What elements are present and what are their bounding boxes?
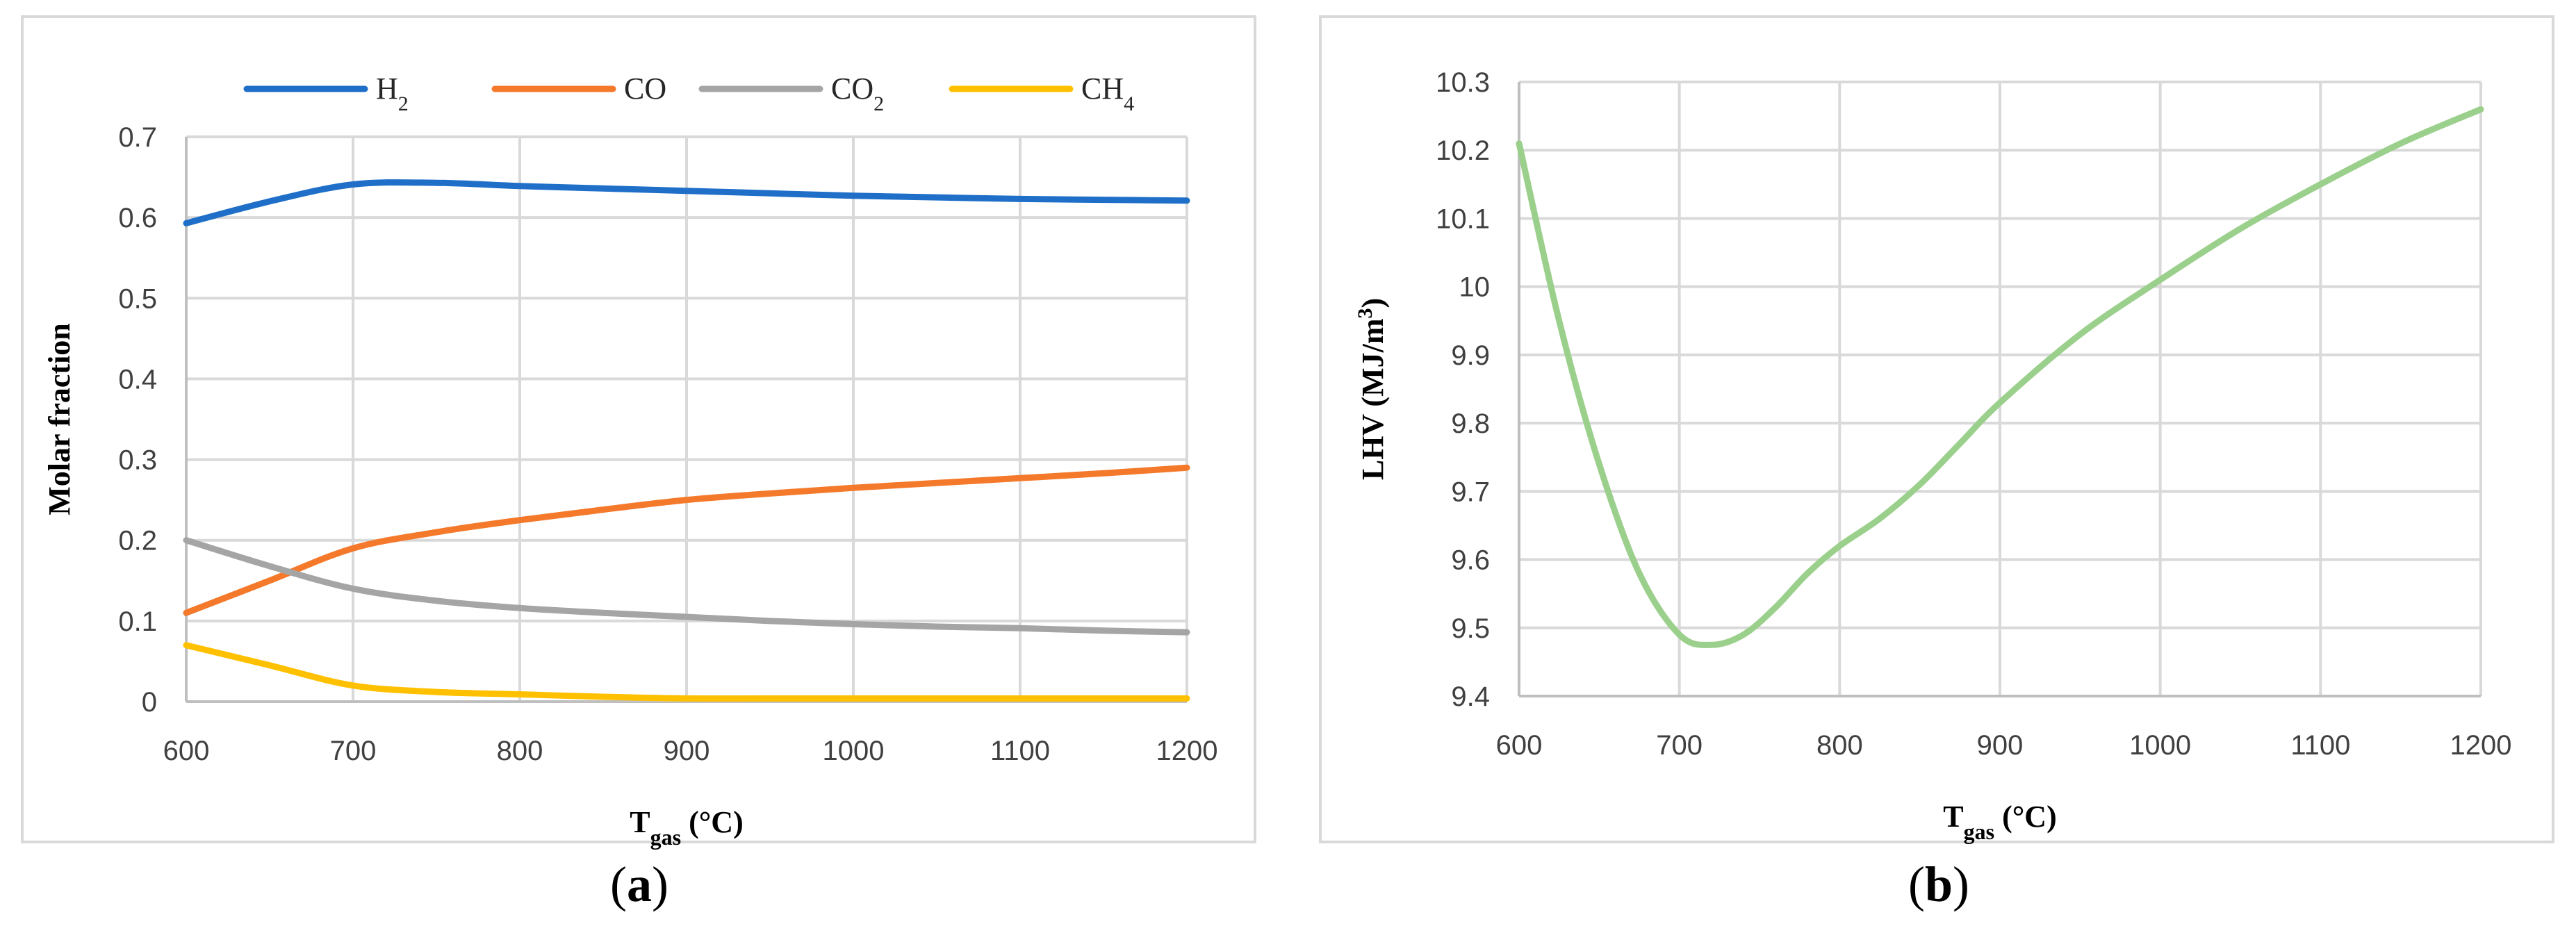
chart-a-series-h2-line	[183, 179, 1190, 226]
chart-a-legend-h2-label: H2	[376, 72, 409, 115]
chart-a-legend-co-label: CO	[624, 72, 666, 106]
chart-a-ytick-label: 0.3	[118, 445, 157, 476]
chart-b-series-lhv-line	[1516, 106, 2484, 648]
chart-a-series-ch4-line	[183, 642, 1190, 702]
chart-a-series-co2-line	[183, 537, 1190, 636]
chart-b-xtick-label: 900	[1977, 730, 2024, 761]
chart-b-x-axis-title: Tgas (°C)	[1943, 800, 2057, 844]
chart-a-legend-co2-label: CO2	[831, 72, 884, 115]
chart-b-ytick-label: 9.6	[1451, 545, 1490, 576]
chart-b-ytick-label: 10.1	[1436, 204, 1490, 234]
caption-b: (b)	[1908, 857, 1969, 912]
caption-b-letter: b	[1924, 857, 1953, 912]
chart-a-x-axis-title: Tgas (°C)	[630, 805, 744, 850]
chart-b-ytick-label: 9.4	[1451, 681, 1490, 712]
chart-b-xtick-label: 700	[1656, 730, 1703, 761]
chart-a-series-co-line	[183, 464, 1190, 616]
chart-b-ytick-label: 9.8	[1451, 408, 1490, 439]
chart-a-ytick-label: 0	[142, 687, 157, 718]
chart-a-xtick-label: 900	[664, 736, 710, 766]
caption-a: (a)	[610, 857, 668, 912]
chart-b-xtick-label: 800	[1816, 730, 1863, 761]
chart-a-xtick-label: 700	[330, 736, 377, 766]
chart-b-xtick-label: 1000	[2129, 730, 2191, 761]
chart-b-ytick-label: 9.9	[1451, 340, 1490, 371]
chart-a-xtick-label: 1000	[823, 736, 885, 766]
panel-a-frame	[21, 15, 1256, 843]
caption-a-letter: a	[627, 857, 652, 912]
chart-b-ytick-label: 10.2	[1436, 135, 1490, 166]
chart-b-y-axis-title: LHV (MJ/m3)	[1354, 298, 1390, 480]
chart-b-ytick-label: 10.3	[1436, 67, 1490, 98]
chart-a-ytick-label: 0.4	[118, 364, 157, 395]
chart-b-xtick-label: 600	[1496, 730, 1543, 761]
chart-b-xtick-label: 1100	[2290, 730, 2350, 761]
chart-a-ytick-label: 0.5	[118, 283, 157, 314]
panel-b-frame	[1319, 15, 2554, 843]
chart-a-xtick-label: 600	[163, 736, 210, 766]
chart-a-xtick-label: 800	[497, 736, 543, 766]
chart-a-ytick-label: 0.1	[118, 606, 157, 637]
chart-a-legend-ch4-label: CH4	[1081, 72, 1134, 115]
chart-b-ytick-label: 9.7	[1451, 477, 1490, 507]
chart-a-ytick-label: 0.7	[118, 122, 157, 153]
chart-b-ytick-label: 10	[1459, 272, 1491, 303]
chart-b-xtick-label: 1200	[2450, 730, 2512, 761]
chart-a-xtick-label: 1100	[990, 736, 1050, 766]
chart-a-ytick-label: 0.6	[118, 203, 157, 233]
chart-b-ytick-label: 9.5	[1451, 613, 1490, 644]
chart-a-ytick-label: 0.2	[118, 526, 157, 556]
chart-a-y-axis-title: Molar fraction	[42, 323, 76, 515]
chart-a-xtick-label: 1200	[1156, 736, 1218, 766]
